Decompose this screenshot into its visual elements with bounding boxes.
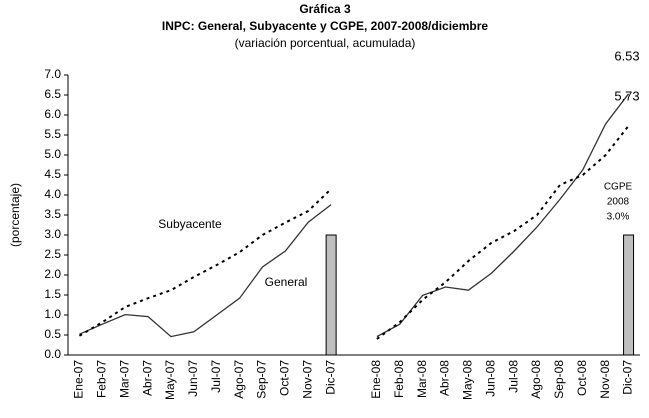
x-tick-label: Dic-07	[621, 360, 635, 395]
x-tick-label: Jun-08	[483, 360, 497, 397]
x-tick-label: Jun-07	[186, 360, 200, 397]
y-tick-label: 6.0	[44, 107, 61, 121]
series-label: Subyacente	[158, 217, 222, 231]
x-tick-label: Sep-08	[552, 360, 566, 399]
y-tick-label: 4.0	[44, 187, 61, 201]
bar	[325, 234, 337, 356]
data-label: 5.73	[614, 88, 639, 103]
x-tick-label: Ene-07	[72, 360, 86, 399]
y-tick-label: 3.0	[44, 227, 61, 241]
y-tick-label: 5.5	[44, 127, 61, 141]
x-tick-label: Nov-08	[598, 360, 612, 399]
x-tick-label: Oct-08	[575, 360, 589, 396]
x-tick-label: Sep-07	[255, 360, 269, 399]
line	[78, 125, 630, 340]
y-tick-label: 7.0	[44, 67, 61, 81]
y-tick-label: 0.0	[44, 347, 61, 361]
y-tick-label: 1.5	[44, 287, 61, 301]
x-tick-label: Oct-07	[278, 360, 292, 396]
y-tick-label: 5.0	[44, 147, 61, 161]
x-tick-label: May-08	[461, 360, 475, 400]
x-tick-label: Dic-07	[323, 360, 337, 395]
x-tick-label: Abr-07	[140, 360, 154, 396]
x-tick-label: Feb-07	[94, 360, 108, 398]
x-tick-label: Mar-07	[117, 360, 131, 398]
bar-value-label: 3.0%	[607, 212, 630, 223]
x-tick-label: Ago-08	[529, 360, 543, 399]
bar-label: CGPE	[604, 182, 633, 193]
y-tick-label: 2.0	[44, 267, 61, 281]
x-tick-label: May-07	[163, 360, 177, 400]
y-tick-label: 0.5	[44, 327, 61, 341]
chart-subtitle: INPC: General, Subyacente y CGPE, 2007-2…	[162, 19, 488, 33]
x-tick-label: Jul-08	[506, 360, 520, 393]
data-label: 6.53	[614, 48, 639, 63]
y-tick-label: 1.0	[44, 307, 61, 321]
line	[79, 93, 630, 338]
y-tick-label: 3.5	[44, 207, 61, 221]
x-tick-label: Mar-08	[415, 360, 429, 398]
x-tick-label: Ago-07	[232, 360, 246, 399]
chart-title: Gráfica 3	[299, 2, 351, 16]
x-tick-label: Abr-08	[438, 360, 452, 396]
x-tick-label: Jul-07	[209, 360, 223, 393]
x-tick-label: Feb-08	[392, 360, 406, 398]
bar	[623, 234, 635, 356]
y-tick-label: 2.5	[44, 247, 61, 261]
x-tick-label: Ene-08	[369, 360, 383, 399]
y-axis-label: (porcentaje)	[8, 183, 22, 247]
y-tick-label: 6.5	[44, 87, 61, 101]
y-tick-label: 4.5	[44, 167, 61, 181]
annotation: 2008	[607, 197, 630, 208]
x-tick-label: Nov-07	[300, 360, 314, 399]
chart-note: (variación porcentual, acumulada)	[235, 36, 416, 50]
series-label: General	[265, 275, 308, 289]
